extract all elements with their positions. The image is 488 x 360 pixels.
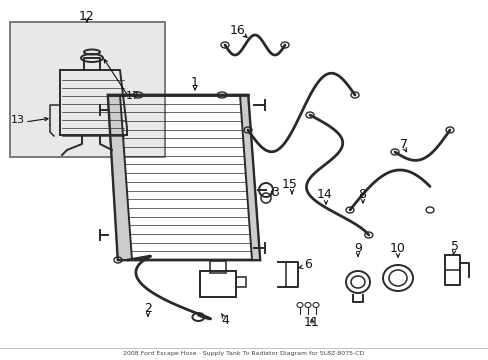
Text: 4: 4 <box>221 314 228 327</box>
Text: 11: 11 <box>304 315 319 328</box>
Text: 6: 6 <box>304 258 311 271</box>
Text: 13: 13 <box>11 115 25 125</box>
Polygon shape <box>108 95 132 260</box>
Text: 15: 15 <box>282 179 297 192</box>
Bar <box>200 271 236 297</box>
Polygon shape <box>240 95 260 260</box>
Text: 2008 Ford Escape Hose - Supply Tank To Radiator Diagram for 5L8Z-8075-CD: 2008 Ford Escape Hose - Supply Tank To R… <box>123 351 364 356</box>
Text: 2: 2 <box>144 302 152 315</box>
Bar <box>236 277 245 287</box>
Text: 10: 10 <box>389 242 405 255</box>
Text: 3: 3 <box>270 185 278 198</box>
Text: 17: 17 <box>126 91 140 101</box>
Text: 14: 14 <box>317 189 332 202</box>
Text: 12: 12 <box>79 9 95 22</box>
Text: 7: 7 <box>399 139 407 152</box>
Text: 5: 5 <box>450 240 458 253</box>
Text: 9: 9 <box>353 242 361 255</box>
Text: 8: 8 <box>357 189 365 202</box>
Text: 1: 1 <box>191 76 199 89</box>
Bar <box>209 261 225 273</box>
Bar <box>10 22 164 157</box>
Text: 16: 16 <box>230 23 245 36</box>
